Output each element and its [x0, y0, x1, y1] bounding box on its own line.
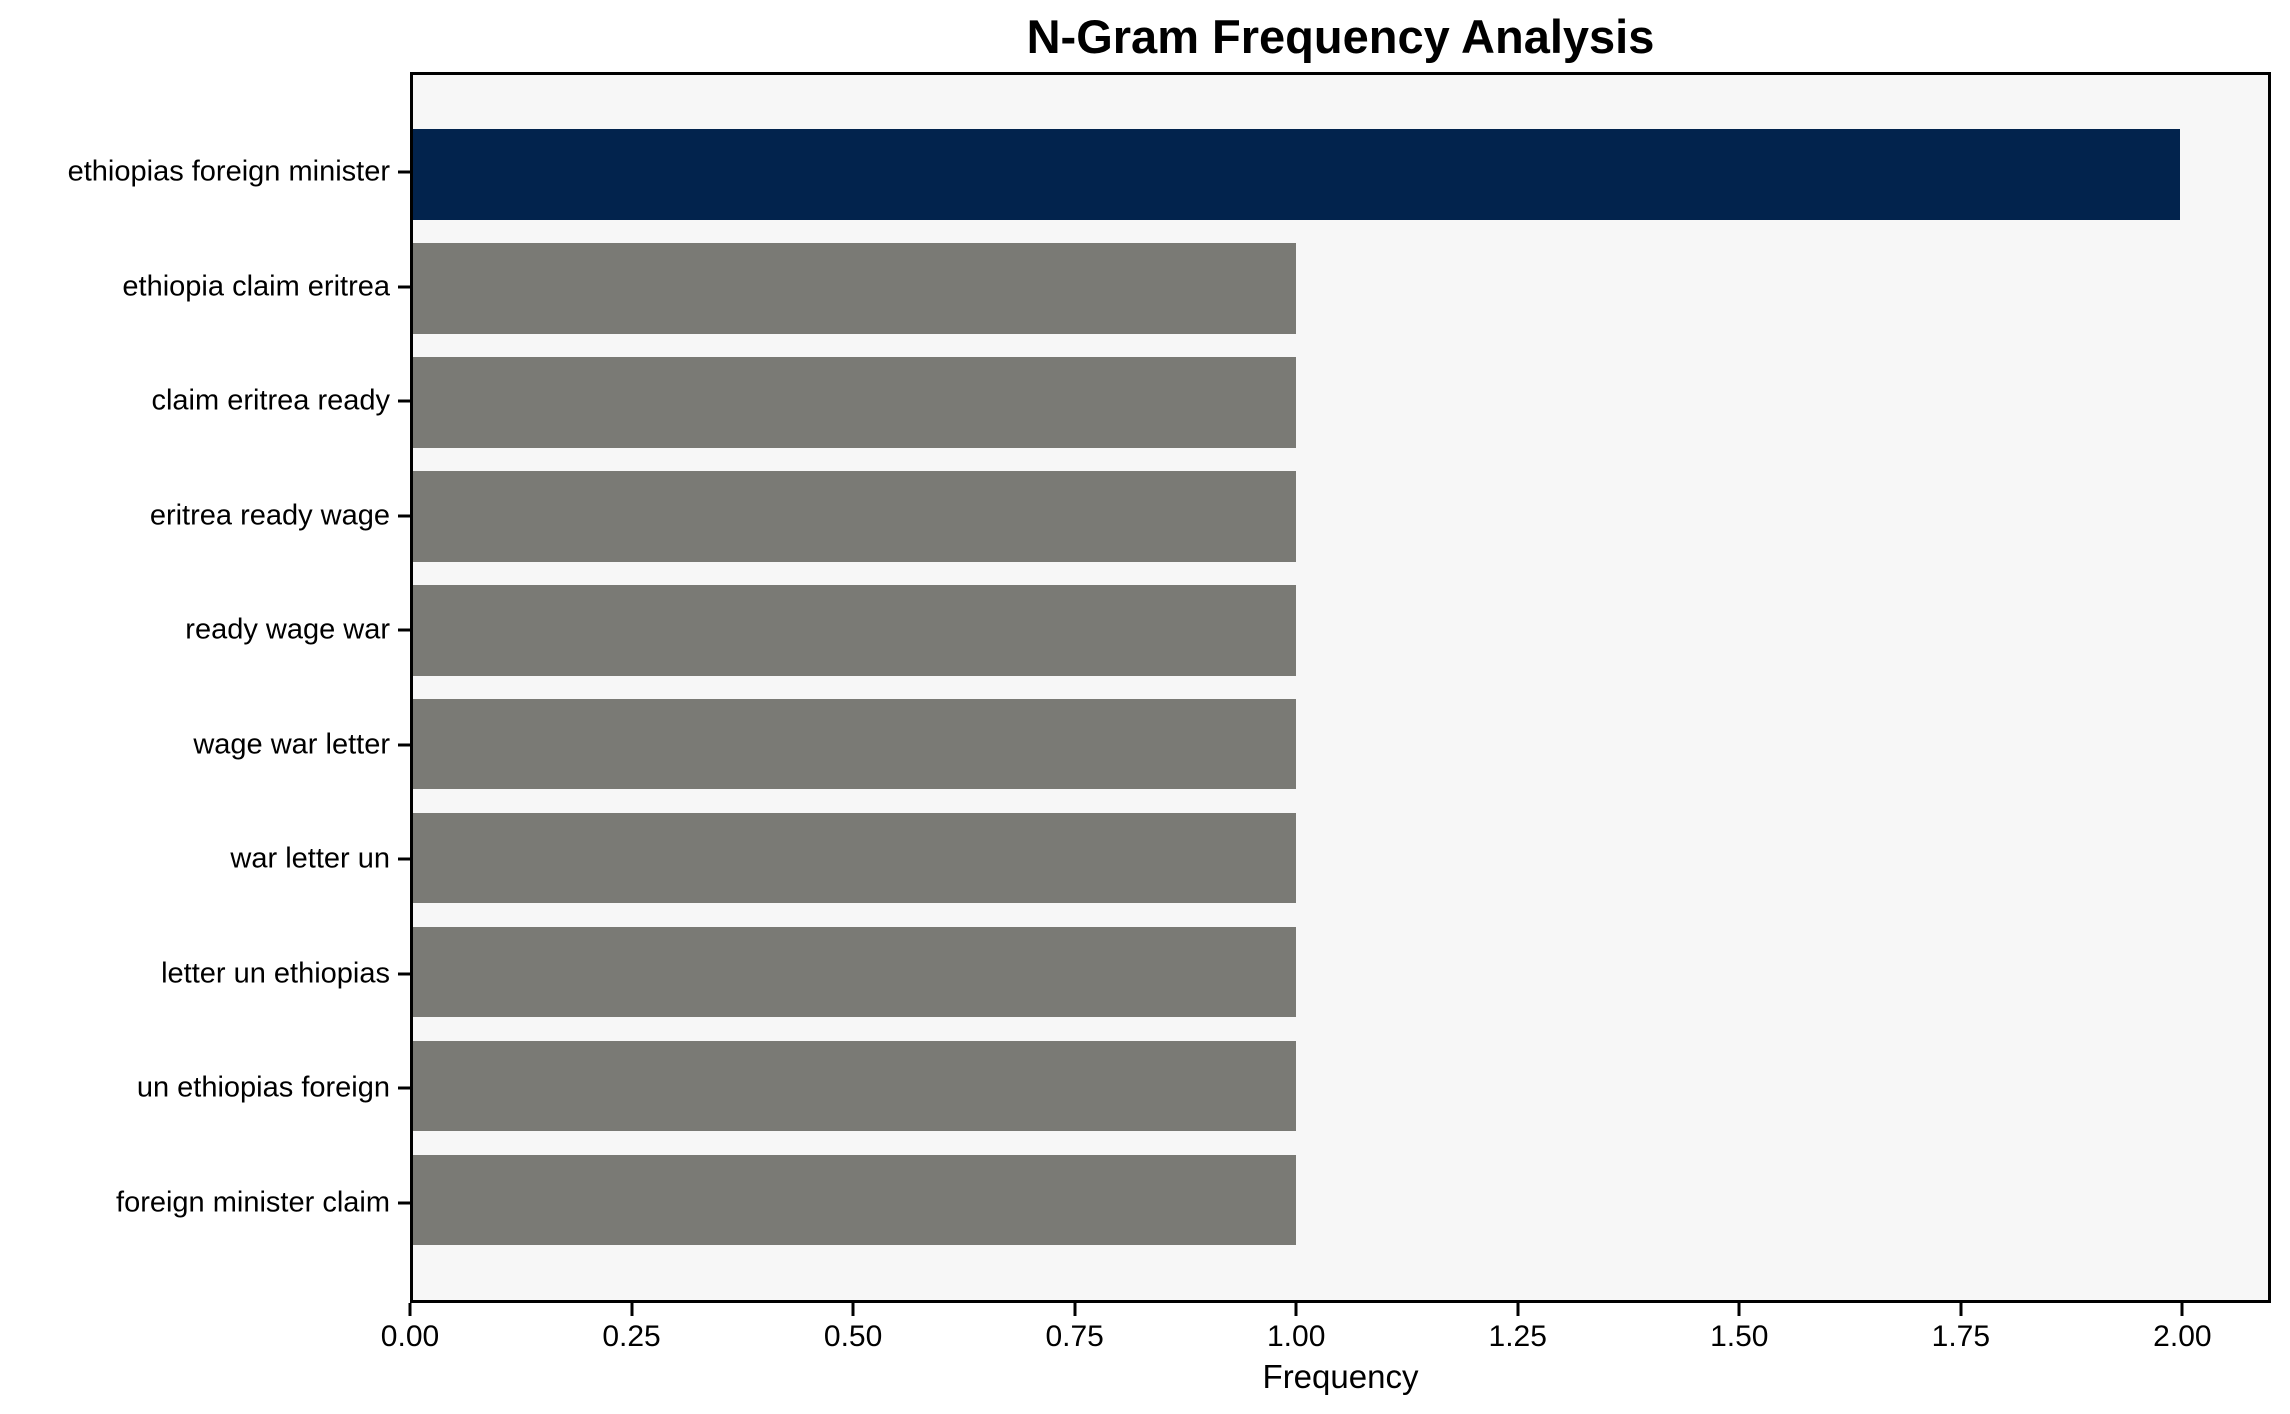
y-tick	[398, 743, 410, 746]
x-tick-label: 1.25	[1488, 1320, 1547, 1353]
bar	[413, 471, 1297, 562]
y-tick	[398, 1201, 410, 1204]
x-tick-label: 1.50	[1710, 1320, 1769, 1353]
bar	[413, 585, 1297, 676]
x-tick	[630, 1303, 634, 1316]
y-axis-labels: ethiopias foreign minister ethiopia claim…	[0, 72, 390, 1303]
x-axis-label: Frequency	[1262, 1358, 1419, 1395]
x-tick-label: 0.00	[380, 1320, 440, 1353]
x-tick	[1073, 1303, 1077, 1316]
y-axis-label: wage war letter	[193, 728, 390, 760]
x-tick	[851, 1303, 855, 1316]
y-axis-ticks	[398, 72, 410, 1303]
bar	[413, 812, 1297, 904]
x-tick-label: 1.75	[1931, 1320, 1991, 1353]
bar	[413, 698, 1297, 790]
x-tick-label: 2.00	[2153, 1320, 2212, 1353]
y-tick	[398, 170, 410, 174]
x-tick-label: 0.75	[1045, 1320, 1104, 1353]
bar	[413, 1154, 1297, 1246]
y-axis-label: ethiopia claim eritrea	[122, 270, 390, 302]
x-tick-label: 0.50	[823, 1320, 883, 1353]
y-axis-label: eritrea ready wage	[149, 499, 390, 531]
y-axis-label: un ethiopias foreign	[136, 1071, 390, 1104]
y-axis-label: letter un ethiopias	[161, 957, 390, 989]
y-tick	[398, 857, 410, 861]
x-tick	[1516, 1303, 1520, 1316]
y-axis-label: foreign minister claim	[116, 1186, 390, 1218]
y-tick	[398, 514, 410, 517]
x-tick	[1294, 1303, 1298, 1316]
x-tick	[1959, 1303, 1963, 1316]
bar	[413, 926, 1297, 1018]
bar	[413, 129, 2180, 220]
y-axis-label: ethiopias foreign minister	[67, 155, 390, 188]
x-tick-label: 1.00	[1266, 1320, 1326, 1353]
x-tick	[408, 1303, 412, 1316]
x-axis-ticks: 0.00 0.25 0.50 0.75 1.00 1.25 1.50 1.75 2.00	[381, 1303, 2271, 1413]
y-tick	[398, 285, 410, 288]
y-tick	[398, 399, 410, 403]
x-tick	[2180, 1303, 2184, 1316]
y-axis-label: war letter un	[230, 842, 390, 875]
bar	[413, 243, 1297, 334]
bar	[413, 357, 1297, 448]
y-axis-label: ready wage war	[185, 613, 390, 646]
y-tick	[398, 628, 410, 632]
x-tick	[1737, 1303, 1741, 1316]
y-tick	[398, 972, 410, 975]
y-tick	[398, 1086, 410, 1090]
x-tick-label: 0.25	[602, 1320, 661, 1353]
y-axis-label: claim eritrea ready	[151, 384, 390, 417]
plot-area	[410, 72, 2271, 1303]
chart-title: N-Gram Frequency Analysis	[1026, 10, 1655, 63]
bar	[413, 1040, 1297, 1132]
